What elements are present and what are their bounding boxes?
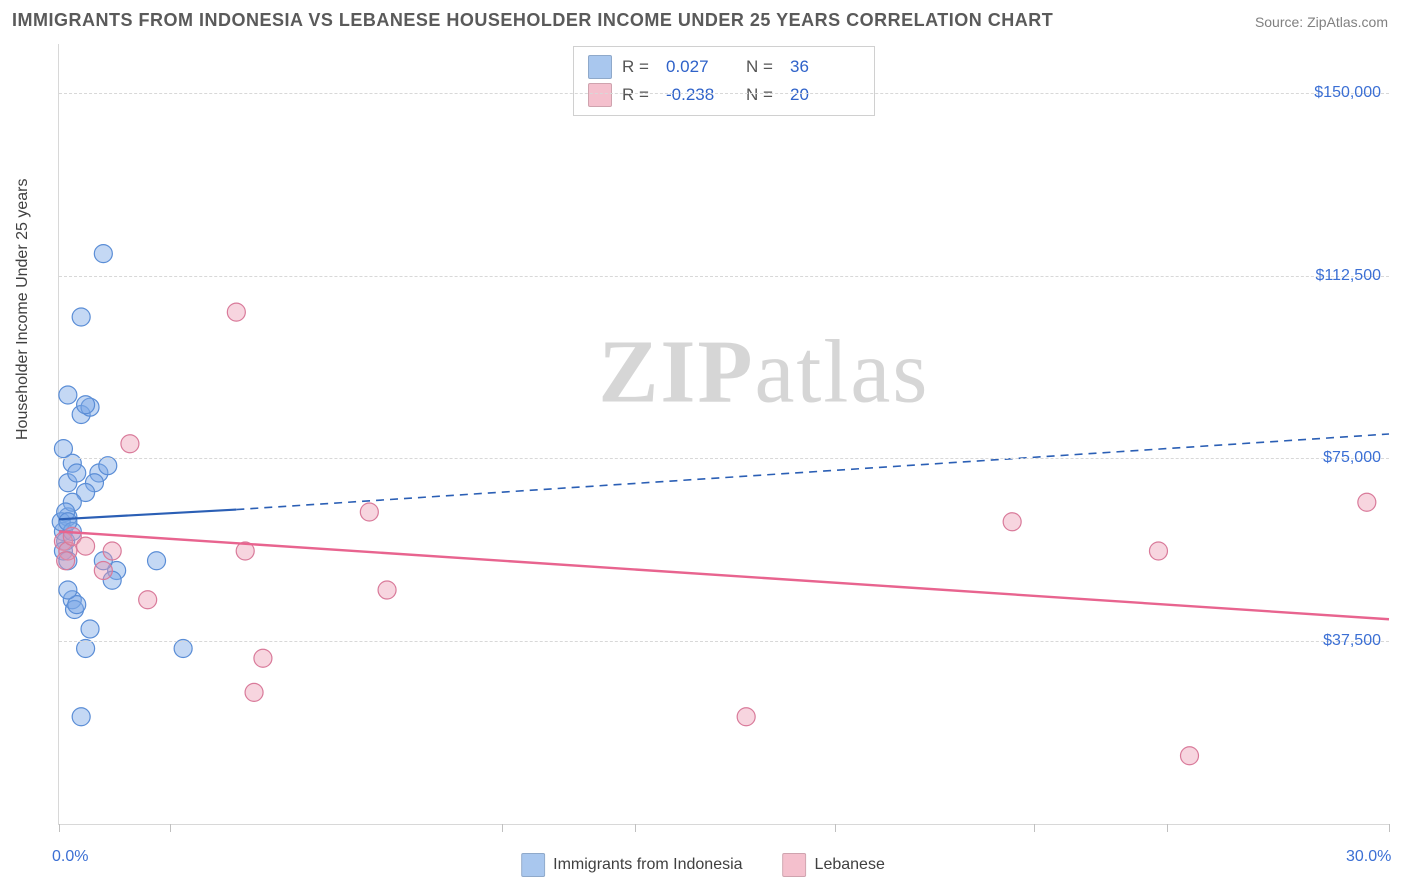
source-label: Source: ZipAtlas.com [1255, 14, 1388, 30]
data-point [139, 591, 157, 609]
chart-svg [59, 44, 1389, 824]
data-point [737, 708, 755, 726]
data-point [59, 386, 77, 404]
data-point [174, 640, 192, 658]
data-point [81, 620, 99, 638]
trend-line [59, 532, 1389, 620]
legend-item: Immigrants from Indonesia [521, 853, 742, 877]
data-point [1149, 542, 1167, 560]
data-point [59, 581, 77, 599]
legend-label: Immigrants from Indonesia [553, 856, 742, 874]
x-tick [170, 824, 171, 832]
x-min-label: 0.0% [52, 848, 88, 866]
gridline [59, 93, 1389, 94]
y-tick-label: $75,000 [1323, 449, 1381, 467]
x-tick [1034, 824, 1035, 832]
data-point [227, 303, 245, 321]
data-point [245, 683, 263, 701]
data-point [1358, 493, 1376, 511]
gridline [59, 276, 1389, 277]
y-tick-label: $112,500 [1315, 267, 1381, 285]
x-tick [59, 824, 60, 832]
chart-title: IMMIGRANTS FROM INDONESIA VS LEBANESE HO… [12, 10, 1053, 31]
data-point [378, 581, 396, 599]
legend-bottom: Immigrants from Indonesia Lebanese [521, 846, 885, 884]
trend-line [59, 510, 236, 520]
x-tick [502, 824, 503, 832]
data-point [77, 640, 95, 658]
data-point [1003, 513, 1021, 531]
x-tick [1389, 824, 1390, 832]
data-point [68, 464, 86, 482]
legend-item: Lebanese [783, 853, 885, 877]
legend-label: Lebanese [815, 856, 885, 874]
data-point [148, 552, 166, 570]
data-point [1181, 747, 1199, 765]
data-point [77, 537, 95, 555]
data-point [57, 552, 75, 570]
legend-swatch [521, 853, 545, 877]
y-axis-label: Householder Income Under 25 years [14, 179, 32, 440]
data-point [77, 396, 95, 414]
x-tick [835, 824, 836, 832]
y-tick-label: $37,500 [1323, 632, 1381, 650]
data-point [94, 245, 112, 263]
data-point [103, 542, 121, 560]
data-point [72, 308, 90, 326]
y-tick-label: $150,000 [1314, 84, 1381, 102]
x-tick [635, 824, 636, 832]
gridline [59, 641, 1389, 642]
gridline [59, 458, 1389, 459]
x-tick [1167, 824, 1168, 832]
data-point [254, 649, 272, 667]
data-point [94, 562, 112, 580]
data-point [121, 435, 139, 453]
data-point [72, 708, 90, 726]
legend-swatch [783, 853, 807, 877]
x-max-label: 30.0% [1346, 848, 1391, 866]
data-point [54, 440, 72, 458]
trend-line-dashed [236, 434, 1389, 510]
plot-area: ZIPatlas R =0.027N =36R =-0.238N =20 $37… [58, 44, 1389, 825]
data-point [360, 503, 378, 521]
data-point [99, 457, 117, 475]
